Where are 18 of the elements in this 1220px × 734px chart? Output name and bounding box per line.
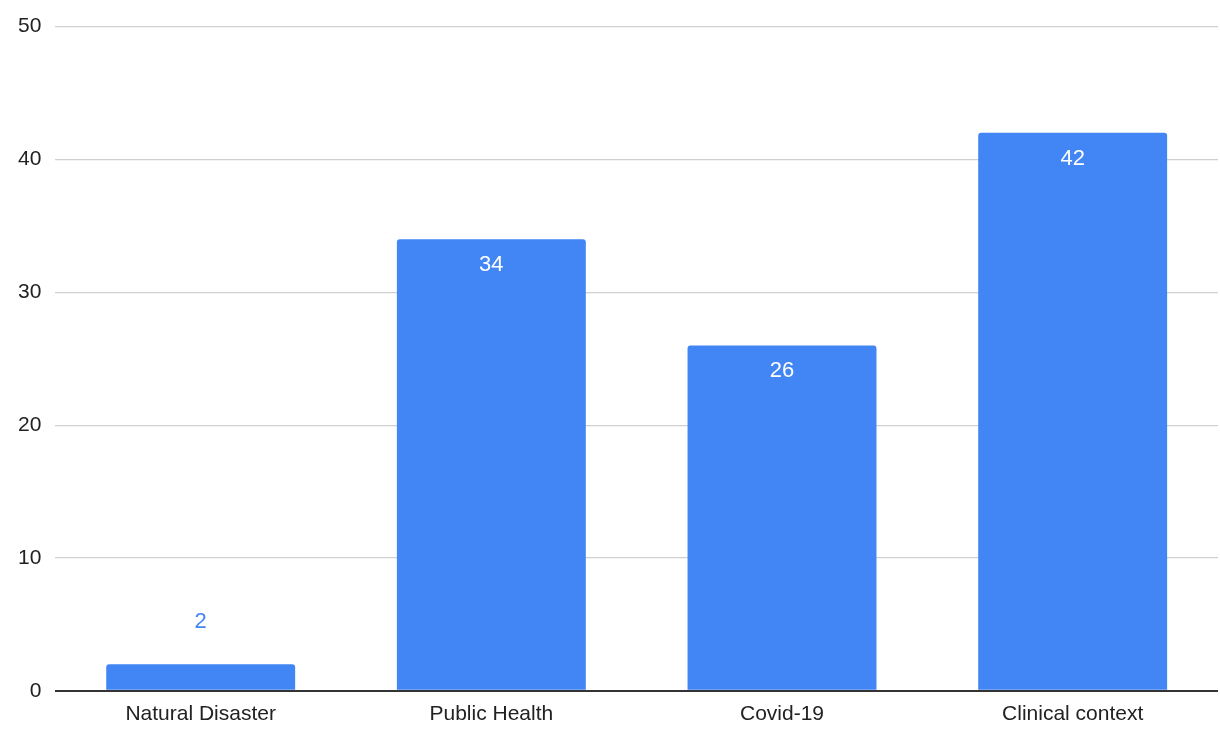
y-tick-label: 0: [29, 677, 42, 701]
data-label: 42: [1060, 144, 1085, 170]
data-label: 26: [769, 357, 795, 383]
bar: [106, 664, 296, 690]
y-tick-label: 50: [18, 13, 42, 37]
x-tick-label: Clinical context: [1002, 701, 1144, 725]
y-tick-label: 30: [18, 279, 42, 303]
y-tick-label: 10: [18, 544, 42, 568]
y-tick-label: 20: [18, 411, 42, 435]
y-tick-label: 40: [18, 146, 42, 170]
bar: [396, 239, 586, 690]
data-label: 34: [479, 251, 504, 277]
bar: [978, 132, 1168, 690]
data-label: 2: [194, 608, 207, 634]
x-tick-label: Public Health: [429, 701, 554, 725]
x-tick-label: Natural Disaster: [125, 701, 276, 725]
x-tick-label: Covid-19: [739, 701, 825, 725]
bar: [687, 345, 877, 690]
